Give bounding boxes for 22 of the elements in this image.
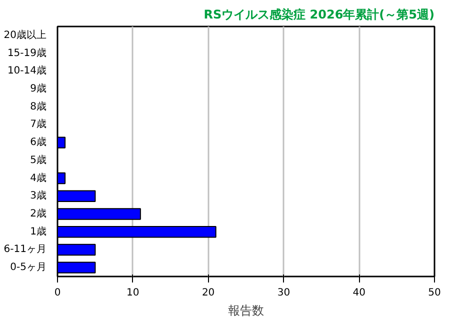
y-tick-label: 9歳 [30, 82, 47, 94]
y-tick-label: 15-19歳 [7, 46, 47, 59]
y-tick-label: 6歳 [30, 136, 47, 148]
y-tick-label: 10-14歳 [7, 64, 47, 77]
y-tick-label: 6-11ヶ月 [4, 244, 47, 256]
x-tick-label: 20 [202, 288, 215, 298]
chart-title: RSウイルス感染症 2026年累計(～第5週) [204, 8, 435, 22]
y-tick-label: 1歳 [30, 225, 47, 238]
y-tick-label: 2歳 [30, 208, 47, 220]
y-tick-label: 8歳 [30, 100, 47, 112]
x-tick-label: 30 [277, 288, 290, 298]
y-tick-label: 5歳 [30, 154, 47, 166]
y-tick-label: 4歳 [30, 172, 47, 184]
y-tick-label: 0-5ヶ月 [10, 262, 47, 274]
y-tick-label: 7歳 [30, 118, 47, 130]
x-tick-label: 40 [352, 288, 366, 298]
y-tick-label: 3歳 [30, 190, 47, 202]
x-axis-title: 報告数 [228, 304, 264, 318]
x-tick-label: 10 [126, 288, 140, 298]
x-tick-label: 50 [428, 288, 441, 298]
x-tick-label: 0 [54, 288, 61, 298]
y-tick-label: 20歳以上 [4, 28, 47, 41]
